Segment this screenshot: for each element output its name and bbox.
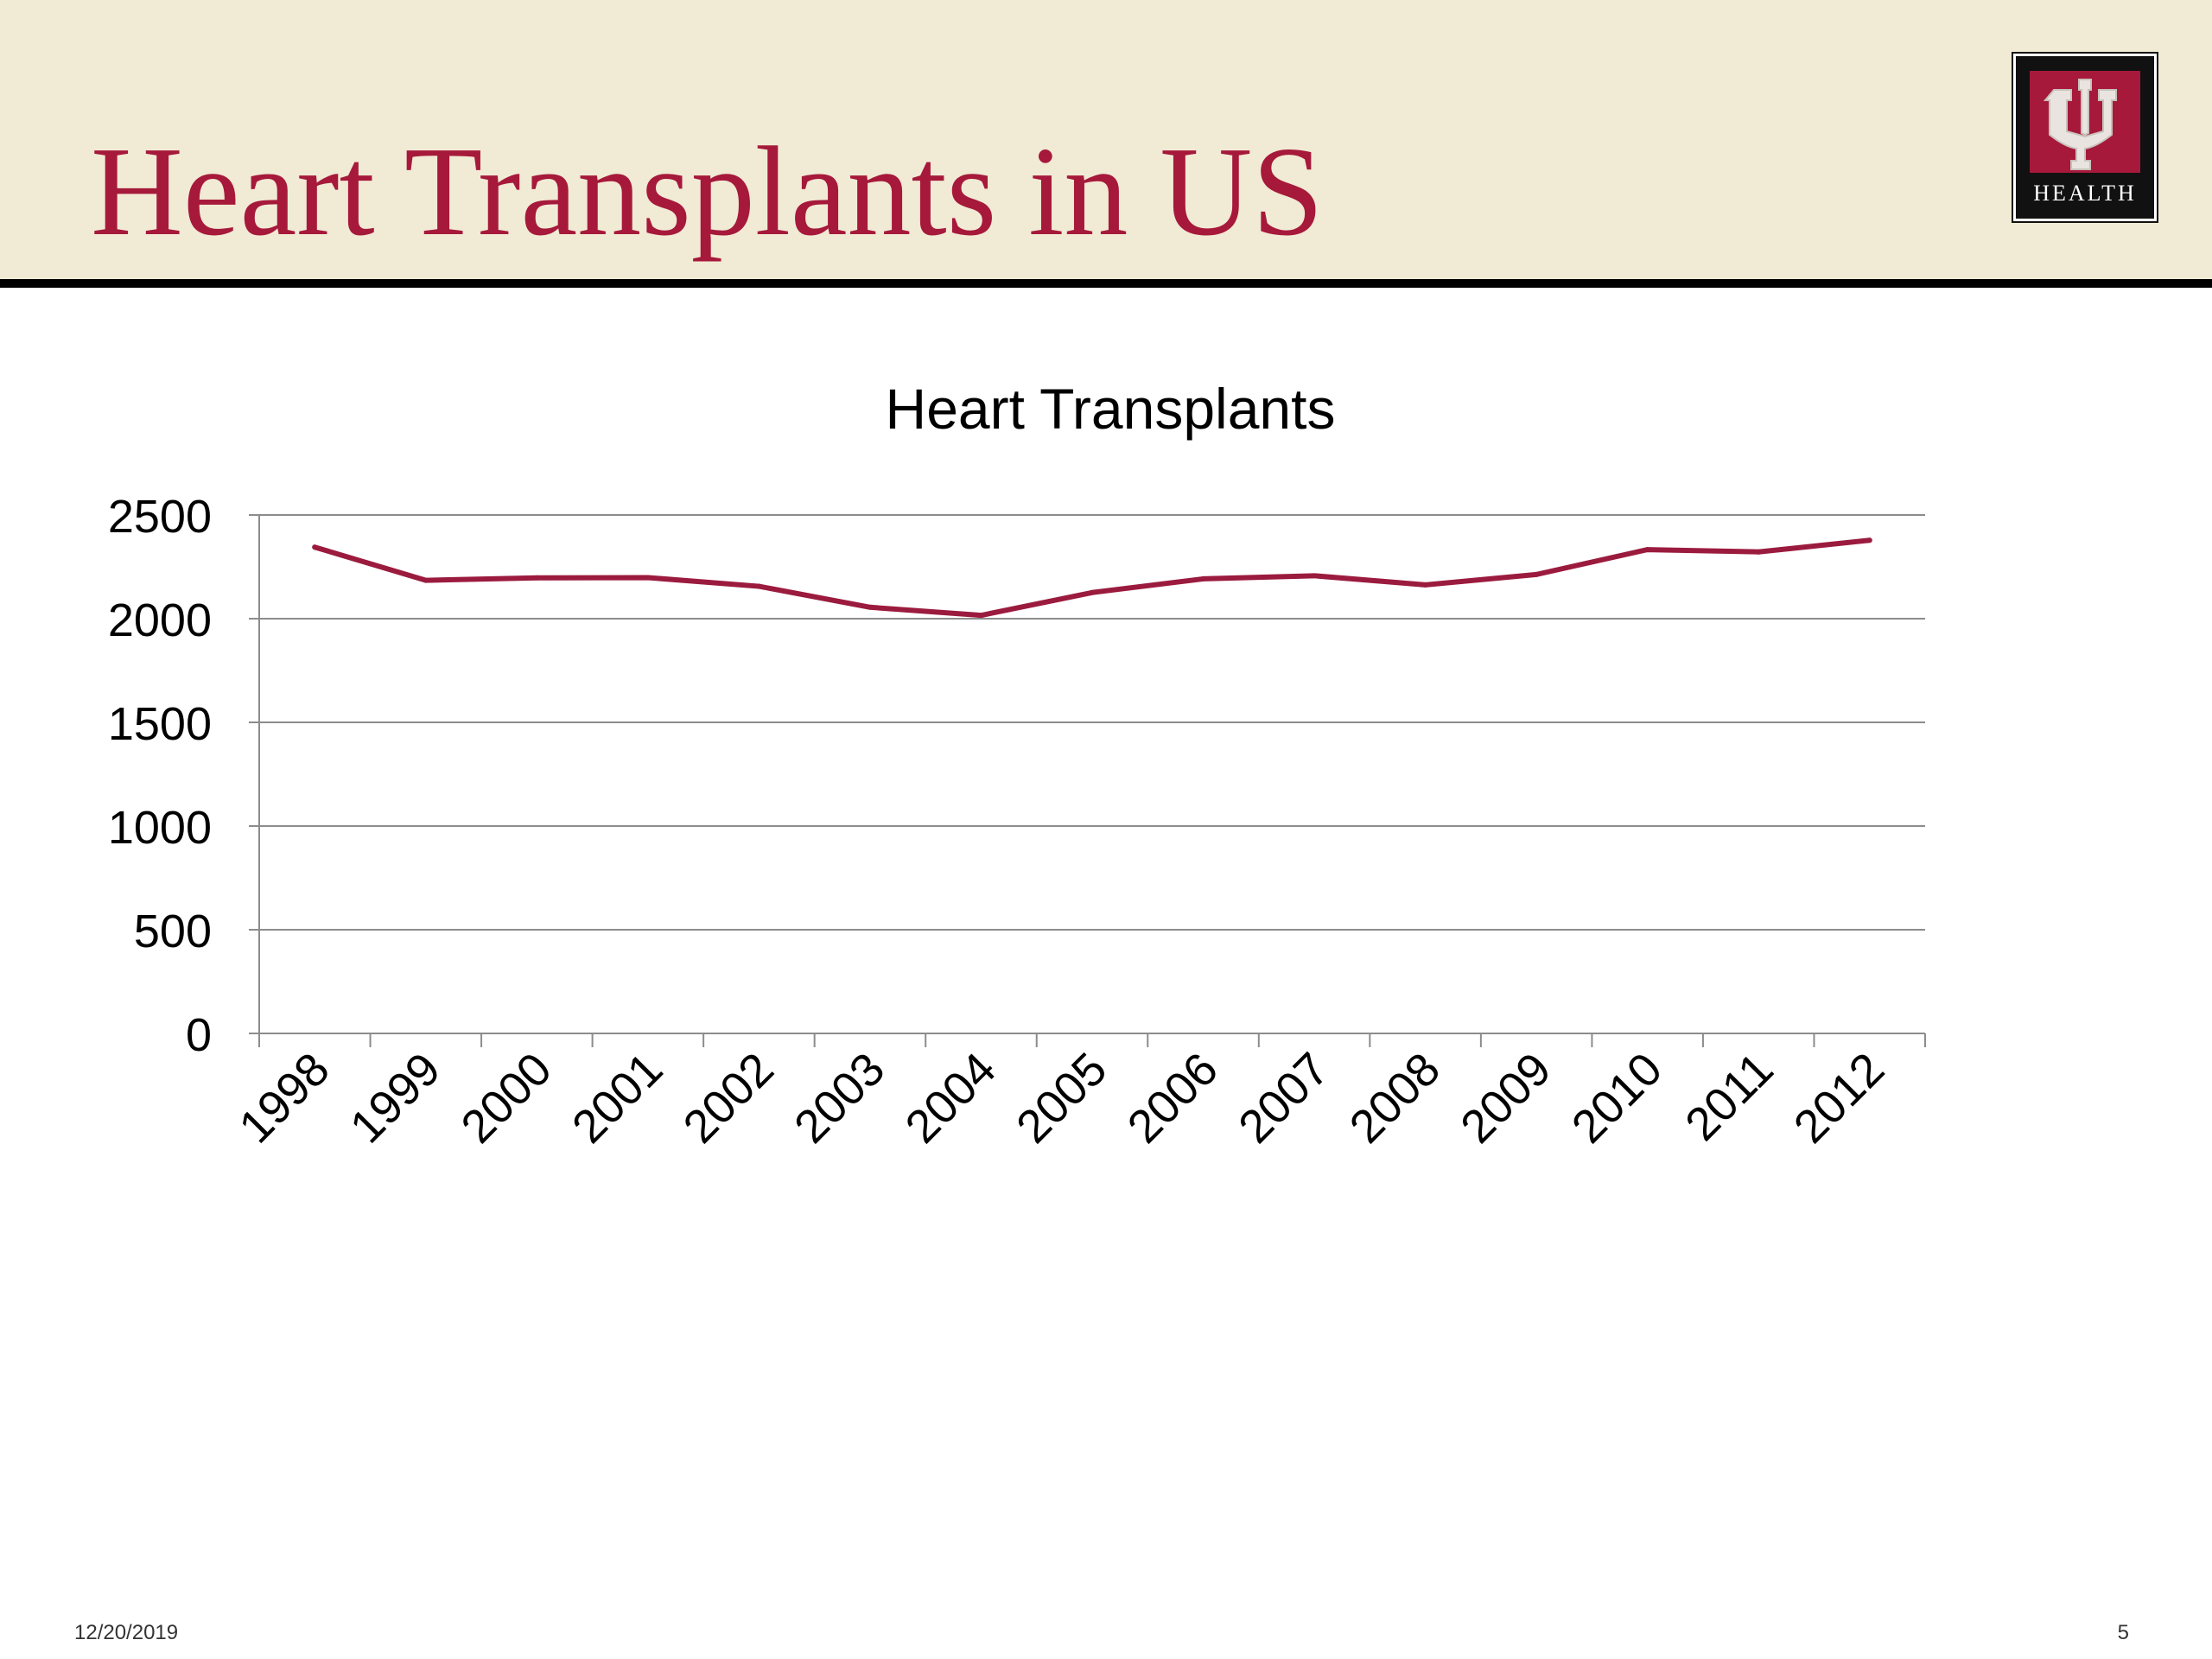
data-point xyxy=(978,613,984,619)
data-point xyxy=(1866,537,1872,543)
data-point xyxy=(867,604,873,610)
data-point xyxy=(312,544,318,550)
data-point xyxy=(1200,575,1206,582)
header-divider xyxy=(0,279,2212,288)
data-point xyxy=(756,583,762,589)
x-tick-label: 2010 xyxy=(1562,1043,1672,1153)
logo-emblem-background xyxy=(2030,71,2140,173)
data-point xyxy=(534,575,540,581)
x-tick-label: 2002 xyxy=(674,1043,784,1153)
y-tick-label: 2000 xyxy=(108,594,212,646)
iu-health-logo: HEALTH xyxy=(2012,52,2158,223)
y-tick-label: 1000 xyxy=(108,802,212,854)
x-tick-label: 1999 xyxy=(340,1043,450,1153)
x-tick-label: 2003 xyxy=(785,1043,894,1153)
y-tick-label: 0 xyxy=(186,1009,212,1061)
logo-wordmark: HEALTH xyxy=(2033,181,2137,206)
slide-header xyxy=(0,0,2212,279)
data-point xyxy=(1090,589,1095,595)
data-point xyxy=(423,577,429,583)
x-tick-label: 2012 xyxy=(1784,1043,1894,1153)
x-tick-label: 2009 xyxy=(1451,1043,1560,1153)
series-line xyxy=(312,537,1872,619)
data-point xyxy=(1534,571,1540,577)
page-number: 5 xyxy=(2117,1621,2129,1644)
chart-title: Heart Transplants xyxy=(885,377,1336,441)
x-tick-label: 2005 xyxy=(1007,1043,1116,1153)
x-tick-label: 2004 xyxy=(896,1043,1006,1153)
data-point xyxy=(1422,582,1428,588)
footer-date: 12/20/2019 xyxy=(74,1621,179,1644)
data-point xyxy=(645,575,651,581)
y-tick-label: 500 xyxy=(134,906,212,957)
x-tick-label: 2007 xyxy=(1229,1043,1338,1153)
x-tick-label: 2001 xyxy=(563,1043,672,1153)
y-tick-label: 1500 xyxy=(108,698,212,750)
x-tick-label: 2006 xyxy=(1118,1043,1228,1153)
slide-title: Heart Transplants in US xyxy=(91,121,1324,263)
data-point xyxy=(1312,573,1318,579)
x-tick-label: 1998 xyxy=(229,1043,339,1153)
x-tick-label: 2008 xyxy=(1340,1043,1450,1153)
x-tick-label: 2000 xyxy=(451,1043,561,1153)
data-point xyxy=(1756,549,1762,555)
iu-trident-icon xyxy=(2043,79,2117,170)
x-tick-label: 2011 xyxy=(1675,1043,1783,1151)
data-point xyxy=(1644,547,1650,553)
y-tick-label: 2500 xyxy=(108,491,212,543)
